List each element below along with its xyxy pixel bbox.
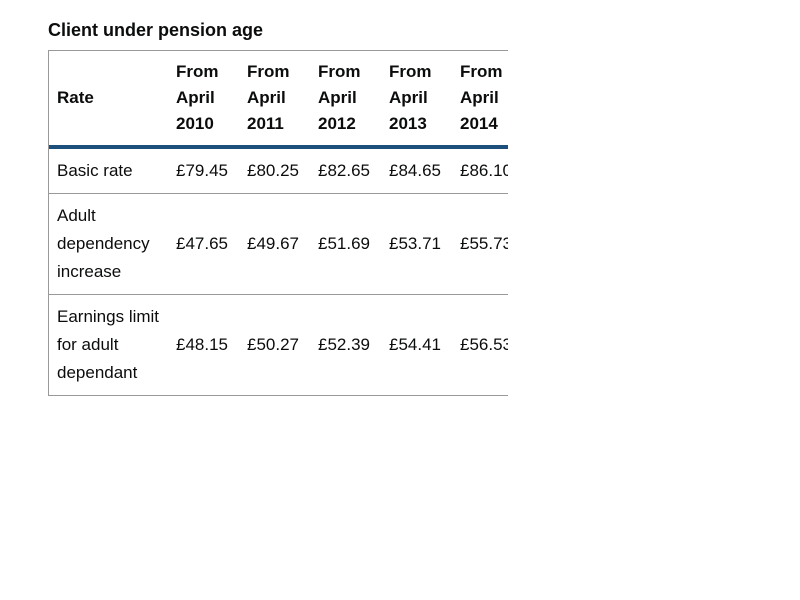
rate-cell: Basic rate <box>57 161 133 180</box>
table-title: Client under pension age <box>48 20 264 40</box>
value-cell: £82.65 <box>318 161 370 180</box>
table-row: Basic rate £79.45 £80.25 £82.65 £84.65 £86.10 <box>49 147 508 194</box>
value-cell: £50.27 <box>247 335 299 354</box>
value-cell: £79.45 <box>176 161 228 180</box>
table-body: Basic rate £79.45 £80.25 £82.65 £84.65 £86.10… <box>49 147 508 395</box>
value-cell: £80.25 <box>247 161 299 180</box>
rate-cell: Earnings limit for adult dependant <box>57 307 160 382</box>
rates-table: Rate From April 2010 From April 2011 From A… <box>49 51 508 395</box>
value-cell: £54.41 <box>389 335 441 354</box>
header-cell: Rate <box>57 88 94 107</box>
value-cell: £53.71 <box>389 234 441 253</box>
value-cell: £48.15 <box>176 335 228 354</box>
header-row: Rate From April 2010 From April 2011 From A… <box>49 51 508 147</box>
value-cell: £55.73 <box>460 234 508 253</box>
table-row: Adult dependency increase £47.65 £49.67 £51… <box>49 193 508 295</box>
header-cell: From April 2013 <box>389 62 432 133</box>
header-cell: From April 2014 <box>460 62 503 133</box>
rate-cell: Adult dependency increase <box>57 206 150 281</box>
header-cell: From April 2011 <box>247 62 290 133</box>
header-cell: From April 2012 <box>318 62 361 133</box>
value-cell: £47.65 <box>176 234 228 253</box>
value-cell: £56.53 <box>460 335 508 354</box>
table-head: Rate From April 2010 From April 2011 From A… <box>49 51 508 147</box>
table-row: Earnings limit for adult dependant £48.15… <box>49 294 508 396</box>
value-cell: £84.65 <box>389 161 441 180</box>
header-cell: From April 2010 <box>176 62 219 133</box>
value-cell: £49.67 <box>247 234 299 253</box>
value-cell: £52.39 <box>318 335 370 354</box>
value-cell: £86.10 <box>460 161 508 180</box>
value-cell: £51.69 <box>318 234 370 253</box>
table-container: Rate From April 2010 From April 2011 From A… <box>48 50 508 396</box>
